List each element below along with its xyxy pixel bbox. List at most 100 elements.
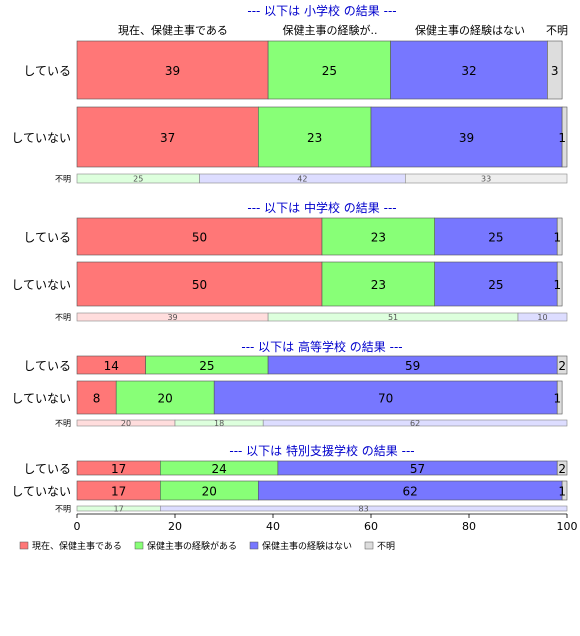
row-label: 不明 (55, 313, 71, 322)
column-header: 現在、保健主事である (118, 23, 228, 37)
x-tick-label: 0 (74, 520, 81, 533)
bar-segment (76, 106, 259, 168)
bar-segment (561, 106, 568, 168)
row-label: していない (11, 485, 71, 499)
data-label: 51 (388, 313, 398, 322)
row-label: 不明 (55, 175, 71, 184)
bar-segment (160, 505, 568, 512)
bar-segment (434, 261, 558, 307)
data-label: 25 (488, 278, 503, 292)
row-label: していない (11, 131, 71, 145)
bar-segment (561, 480, 568, 501)
data-label: 20 (121, 419, 131, 428)
row-label: している (23, 231, 71, 245)
x-tick-label: 40 (266, 520, 280, 533)
bar-segment (517, 312, 568, 322)
legend-swatch (19, 541, 29, 550)
data-label: 2 (558, 462, 566, 476)
data-label: 70 (378, 392, 393, 406)
row-label: している (23, 359, 71, 373)
bar-segment (556, 460, 568, 476)
data-label: 39 (459, 131, 474, 145)
data-label: 17 (114, 505, 124, 514)
legend-swatch (249, 541, 259, 550)
column-header: 保健主事の経験はない (415, 23, 525, 37)
row-label: 不明 (55, 505, 71, 514)
data-label: 17 (111, 485, 126, 499)
bar-segment (556, 217, 563, 256)
column-header: 不明 (546, 24, 568, 37)
data-label: 14 (104, 359, 119, 373)
data-label: 23 (371, 278, 386, 292)
data-label: 23 (371, 231, 386, 245)
data-label: 20 (158, 392, 173, 406)
bar-segment (434, 217, 558, 256)
data-label: 59 (405, 359, 420, 373)
data-label: 39 (165, 64, 180, 78)
legend-entry: 不明 (377, 541, 395, 552)
bar-segment (321, 217, 435, 256)
data-label: 8 (93, 392, 101, 406)
bar-segment (404, 173, 568, 184)
bar-segment (370, 106, 563, 168)
bar-segment (547, 40, 563, 100)
bar-segment (267, 40, 391, 100)
data-label: 39 (167, 313, 177, 322)
x-tick-label: 60 (364, 520, 378, 533)
data-label: 57 (410, 462, 425, 476)
data-label: 20 (202, 485, 217, 499)
bar-segment (115, 380, 215, 415)
legend-entry: 保健主事の経験がある (147, 540, 237, 552)
data-label: 17 (111, 462, 126, 476)
section-title: --- 以下は 小学校 の結果 --- (247, 3, 396, 18)
data-label: 1 (558, 485, 566, 499)
data-label: 50 (192, 231, 207, 245)
bar-segment (76, 217, 323, 256)
data-label: 62 (403, 485, 418, 499)
data-label: 25 (322, 64, 337, 78)
data-label: 32 (461, 64, 476, 78)
data-label: 1 (553, 392, 561, 406)
bar-segment (556, 380, 563, 415)
data-label: 3 (551, 64, 559, 78)
legend-entry: 現在、保健主事である (32, 540, 122, 552)
row-label: 不明 (55, 419, 71, 428)
row-label: していない (11, 278, 71, 292)
data-label: 25 (133, 175, 143, 184)
legend-swatch (364, 541, 374, 550)
bar-segment (556, 355, 568, 375)
data-label: 18 (214, 419, 224, 428)
bar-segment (556, 261, 563, 307)
data-label: 1 (553, 231, 561, 245)
legend-entry: 保健主事の経験はない (262, 540, 352, 552)
legend-swatch (134, 541, 144, 550)
section-title: --- 以下は 中学校 の結果 --- (247, 200, 396, 215)
data-label: 25 (199, 359, 214, 373)
bar-segment (76, 40, 269, 100)
row-label: している (23, 64, 71, 78)
data-label: 62 (410, 419, 420, 428)
data-label: 37 (160, 131, 175, 145)
x-tick-label: 20 (168, 520, 182, 533)
data-label: 1 (558, 131, 566, 145)
data-label: 1 (553, 278, 561, 292)
data-label: 24 (211, 462, 226, 476)
data-label: 10 (537, 313, 547, 322)
x-tick-label: 80 (462, 520, 476, 533)
row-label: していない (11, 392, 71, 406)
data-label: 33 (481, 175, 491, 184)
x-tick-label: 100 (557, 520, 578, 533)
section-title: --- 以下は 高等学校 の結果 --- (241, 339, 402, 354)
bar-segment (321, 261, 435, 307)
data-label: 42 (297, 175, 307, 184)
bar-segment (76, 261, 323, 307)
bar-segment (390, 40, 548, 100)
section-title: --- 以下は 特別支援学校 の結果 --- (229, 443, 414, 458)
data-label: 25 (488, 231, 503, 245)
data-label: 50 (192, 278, 207, 292)
bar-segment (262, 419, 568, 427)
column-header: 保健主事の経験が.. (283, 23, 378, 37)
bar-segment (257, 106, 372, 168)
data-label: 23 (307, 131, 322, 145)
